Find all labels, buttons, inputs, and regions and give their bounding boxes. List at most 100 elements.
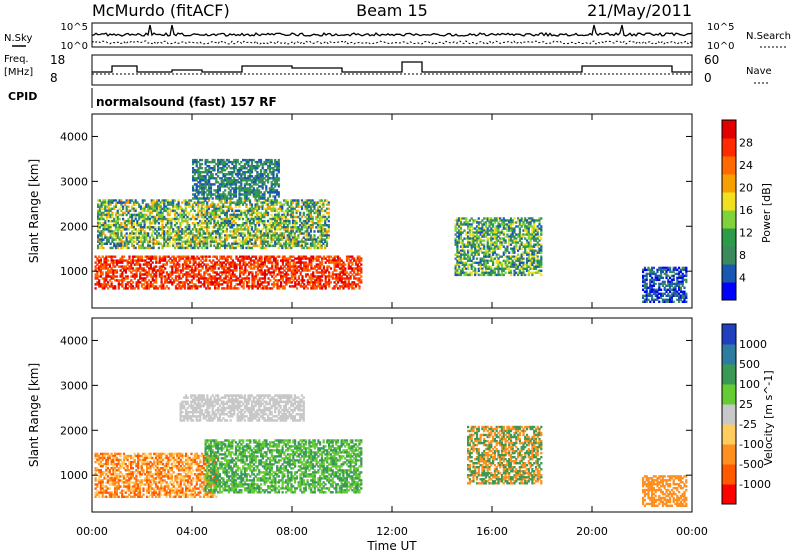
data-cell xyxy=(246,283,249,286)
data-cell xyxy=(215,197,218,200)
data-cell xyxy=(319,281,322,284)
data-cell xyxy=(508,221,511,224)
data-cell xyxy=(518,247,521,250)
data-cell xyxy=(518,255,521,258)
data-cell xyxy=(244,263,247,266)
data-cell xyxy=(169,281,172,284)
data-cell xyxy=(268,189,271,192)
data-cell xyxy=(236,201,239,204)
data-cell xyxy=(205,269,208,272)
data-cell xyxy=(186,215,189,219)
data-cell xyxy=(129,240,132,243)
data-cell xyxy=(315,203,318,206)
data-cell xyxy=(274,265,277,268)
data-cell xyxy=(286,213,289,217)
data-cell xyxy=(517,263,520,266)
data-cell xyxy=(290,228,293,231)
data-cell xyxy=(199,167,202,170)
data-cell xyxy=(354,273,358,276)
data-cell xyxy=(238,215,241,219)
data-cell xyxy=(109,242,112,245)
data-cell xyxy=(224,219,227,223)
data-cell xyxy=(216,230,219,233)
data-cell xyxy=(238,169,241,172)
data-cell xyxy=(175,226,178,229)
data-cell xyxy=(211,167,214,170)
data-cell xyxy=(173,205,177,208)
data-cell xyxy=(199,265,202,268)
data-cell xyxy=(227,165,230,168)
data-cell xyxy=(513,269,516,272)
data-cell xyxy=(190,275,193,278)
data-cell xyxy=(333,257,336,260)
data-cell xyxy=(224,205,227,208)
data-cell xyxy=(228,279,231,282)
data-cell xyxy=(226,281,229,284)
data-cell xyxy=(513,263,516,266)
data-cell xyxy=(137,283,140,286)
data-cell xyxy=(147,205,150,208)
data-cell xyxy=(300,205,304,208)
data-cell xyxy=(353,277,356,280)
data-cell xyxy=(515,267,518,270)
data-cell xyxy=(255,275,258,278)
data-cell xyxy=(318,224,321,227)
data-cell xyxy=(212,271,215,274)
data-cell xyxy=(206,183,209,186)
data-cell xyxy=(192,160,195,164)
data-cell xyxy=(133,269,136,272)
data-cell xyxy=(143,246,146,250)
data-cell xyxy=(492,223,495,226)
data-cell xyxy=(215,195,218,198)
data-cell xyxy=(497,231,500,234)
data-cell xyxy=(252,217,255,221)
data-cell xyxy=(358,281,361,284)
data-cell xyxy=(111,213,114,217)
data-cell xyxy=(467,251,470,254)
data-cell xyxy=(197,265,201,268)
data-cell xyxy=(109,203,112,206)
data-cell xyxy=(479,229,482,232)
data-cell xyxy=(148,217,152,221)
data-cell xyxy=(247,197,250,200)
data-cell xyxy=(180,257,183,260)
data-cell xyxy=(308,203,311,206)
data-cell xyxy=(114,265,117,268)
data-cell xyxy=(233,193,236,196)
data-cell xyxy=(127,211,130,215)
data-cell xyxy=(152,219,155,223)
data-cell xyxy=(468,263,471,266)
data-cell xyxy=(98,283,101,286)
data-cell xyxy=(329,261,333,264)
data-cell xyxy=(286,242,289,245)
data-cell xyxy=(495,253,498,256)
data-cell xyxy=(99,261,102,264)
data-cell xyxy=(474,235,477,238)
data-cell xyxy=(465,219,468,222)
data-cell xyxy=(270,177,273,180)
data-cell xyxy=(205,271,208,274)
data-cell xyxy=(513,217,516,220)
data-cell xyxy=(277,213,280,217)
data-cell xyxy=(274,222,277,225)
data-cell xyxy=(121,271,124,274)
data-cell xyxy=(239,275,242,278)
data-cell xyxy=(509,273,513,277)
data-cell xyxy=(515,241,518,244)
data-cell xyxy=(228,261,231,264)
data-cell xyxy=(109,236,112,239)
data-cell xyxy=(315,244,318,248)
data-cell xyxy=(124,287,127,290)
data-cell xyxy=(208,167,211,170)
data-cell xyxy=(113,222,116,225)
data-cell xyxy=(456,259,459,262)
data-cell xyxy=(315,275,318,278)
data-cell xyxy=(134,236,137,239)
data-cell xyxy=(275,222,278,225)
data-cell xyxy=(189,261,192,264)
data-cell xyxy=(174,265,177,268)
data-cell xyxy=(214,279,217,282)
data-cell xyxy=(297,255,300,258)
data-cell xyxy=(238,162,241,166)
data-cell xyxy=(517,249,520,252)
